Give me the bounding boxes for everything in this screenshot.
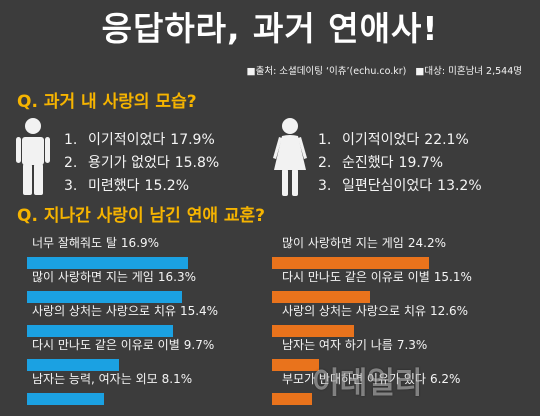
ranking-item: 1. 이기적이었다 17.9%: [64, 131, 219, 154]
bar-value: 8.1: [161, 372, 181, 386]
rank-number: 2.: [64, 155, 78, 171]
icon-torso: [22, 137, 44, 165]
bar-unit: %: [202, 338, 215, 352]
female-ranking-list: 1. 이기적이었다 22.1% 2. 순진했다 19.7% 3. 일편단심이었다 13.2%: [318, 131, 482, 200]
bar-unit: %: [184, 270, 196, 284]
rank-value: 17.9%: [170, 132, 215, 148]
bar-value: 16.9: [120, 236, 148, 250]
bar-value: 15.1: [433, 270, 461, 284]
bar-label-right: 남자는 여자 하기 나름 7.3%: [282, 338, 427, 352]
bar-category: 부모가 반대하면 이유가 있다: [282, 372, 426, 386]
bar-unit: %: [460, 270, 472, 284]
bar-left: [27, 359, 120, 371]
bar-category: 많이 사랑하면 지는 게임: [282, 236, 404, 250]
bar-right: [272, 359, 320, 371]
question-1-title: Q. 과거 내 사랑의 모습?: [17, 92, 197, 112]
bar-value: 24.2: [407, 236, 435, 250]
page-title: 응답하라, 과거 연애사!: [101, 9, 439, 48]
source-line: ■출처: 소셜데이팅 ‘이츄’(echu.co.kr) ■대상: 미혼남녀 2,…: [247, 66, 522, 78]
icon-left-arm: [16, 137, 21, 163]
bar-value: 12.6: [429, 304, 457, 318]
bar-left: [27, 291, 182, 303]
icon-dress: [274, 135, 306, 170]
rank-value: 22.1%: [424, 132, 469, 148]
bar-unit: %: [449, 372, 461, 386]
bar-category: 너무 잘해줘도 탈: [32, 236, 117, 250]
icon-left-arm: [273, 137, 282, 159]
rank-value: 15.8%: [174, 155, 220, 171]
bar-category: 남자는 능력, 여자는 외모: [32, 372, 158, 386]
rank-label: 미련했다: [88, 178, 140, 194]
bar-label-right: 부모가 반대하면 이유가 있다 6.2%: [282, 372, 460, 386]
icon-right-arm: [45, 137, 50, 163]
bar-label-left: 다시 만나도 같은 이유로 이별 9.7%: [32, 338, 214, 352]
bar-right: [272, 291, 371, 303]
icon-right-leg: [292, 169, 298, 196]
rank-value: 15.2%: [144, 178, 190, 194]
rank-label: 이기적이었다: [342, 132, 420, 148]
bar-value: 9.7: [183, 338, 203, 352]
bar-label-left: 너무 잘해줘도 탈 16.9%: [32, 236, 159, 250]
bar-value: 15.4: [179, 304, 207, 318]
man-icon: [16, 118, 50, 195]
icon-right-arm: [298, 137, 307, 159]
bar-label-right: 다시 만나도 같은 이유로 이별 15.1%: [282, 270, 472, 284]
rank-number: 1.: [64, 132, 78, 148]
icon-head: [25, 118, 41, 134]
rank-value: 19.7%: [398, 155, 444, 171]
woman-icon: [273, 118, 307, 196]
bar-right: [272, 325, 354, 337]
bar-value: 6.2: [429, 372, 450, 386]
rank-label: 이기적이었다: [88, 132, 166, 148]
ranking-item: 3. 일편단심이었다 13.2%: [318, 177, 482, 200]
rank-value: 13.2%: [437, 178, 482, 194]
bar-category: 많이 사랑하면 지는 게임: [32, 270, 154, 284]
bar-unit: %: [434, 236, 446, 250]
rank-number: 3.: [64, 178, 78, 194]
bar-unit: %: [180, 372, 193, 386]
bar-category: 다시 만나도 같은 이유로 이별: [282, 270, 430, 284]
rank-label: 순진했다: [342, 155, 394, 171]
bar-label-left: 사랑의 상처는 사랑으로 치유 15.4%: [32, 304, 218, 318]
bar-value: 7.3: [396, 338, 416, 352]
bar-right: [272, 393, 313, 405]
bar-category: 사랑의 상처는 사랑으로 치유: [282, 304, 426, 318]
male-ranking-list: 1. 이기적이었다 17.9% 2. 용기가 없었다 15.8% 3. 미련했다 15.2%: [64, 131, 219, 200]
ranking-item: 2. 순진했다 19.7%: [318, 154, 482, 177]
icon-left-leg: [23, 164, 32, 195]
question-2-title: Q. 지나간 사랑이 남긴 연애 교훈?: [17, 206, 266, 226]
bar-label-right: 많이 사랑하면 지는 게임 24.2%: [282, 236, 446, 250]
bar-label-right: 사랑의 상처는 사랑으로 치유 12.6%: [282, 304, 468, 318]
bar-unit: %: [206, 304, 219, 318]
survey-sample: ■대상: 미혼남녀 2,544명: [415, 66, 522, 77]
icon-head: [282, 118, 298, 134]
ranking-item: 2. 용기가 없었다 15.8%: [64, 154, 219, 177]
rank-number: 1.: [318, 132, 332, 148]
rank-number: 3.: [318, 178, 332, 194]
ranking-item: 1. 이기적이었다 22.1%: [318, 131, 482, 154]
ranking-item: 3. 미련했다 15.2%: [64, 177, 219, 200]
bar-label-left: 많이 사랑하면 지는 게임 16.3%: [32, 270, 196, 284]
bar-label-left: 남자는 능력, 여자는 외모 8.1%: [32, 372, 192, 386]
bar-unit: %: [415, 338, 428, 352]
source-credit: ■출처: 소셜데이팅 ‘이츄’(echu.co.kr): [246, 66, 407, 77]
rank-number: 2.: [318, 155, 332, 171]
bar-value: 16.3: [157, 270, 185, 284]
bar-left: [27, 325, 174, 337]
bar-unit: %: [456, 304, 469, 318]
bar-left: [27, 257, 188, 269]
bar-left: [27, 393, 104, 405]
icon-right-leg: [34, 164, 43, 195]
bar-category: 남자는 여자 하기 나름: [282, 338, 393, 352]
icon-left-leg: [282, 169, 288, 196]
bar-category: 다시 만나도 같은 이유로 이별: [32, 338, 180, 352]
bar-right: [272, 257, 430, 269]
bar-unit: %: [147, 236, 160, 250]
bar-category: 사랑의 상처는 사랑으로 치유: [32, 304, 176, 318]
rank-label: 용기가 없었다: [88, 155, 170, 171]
rank-label: 일편단심이었다: [342, 178, 433, 194]
